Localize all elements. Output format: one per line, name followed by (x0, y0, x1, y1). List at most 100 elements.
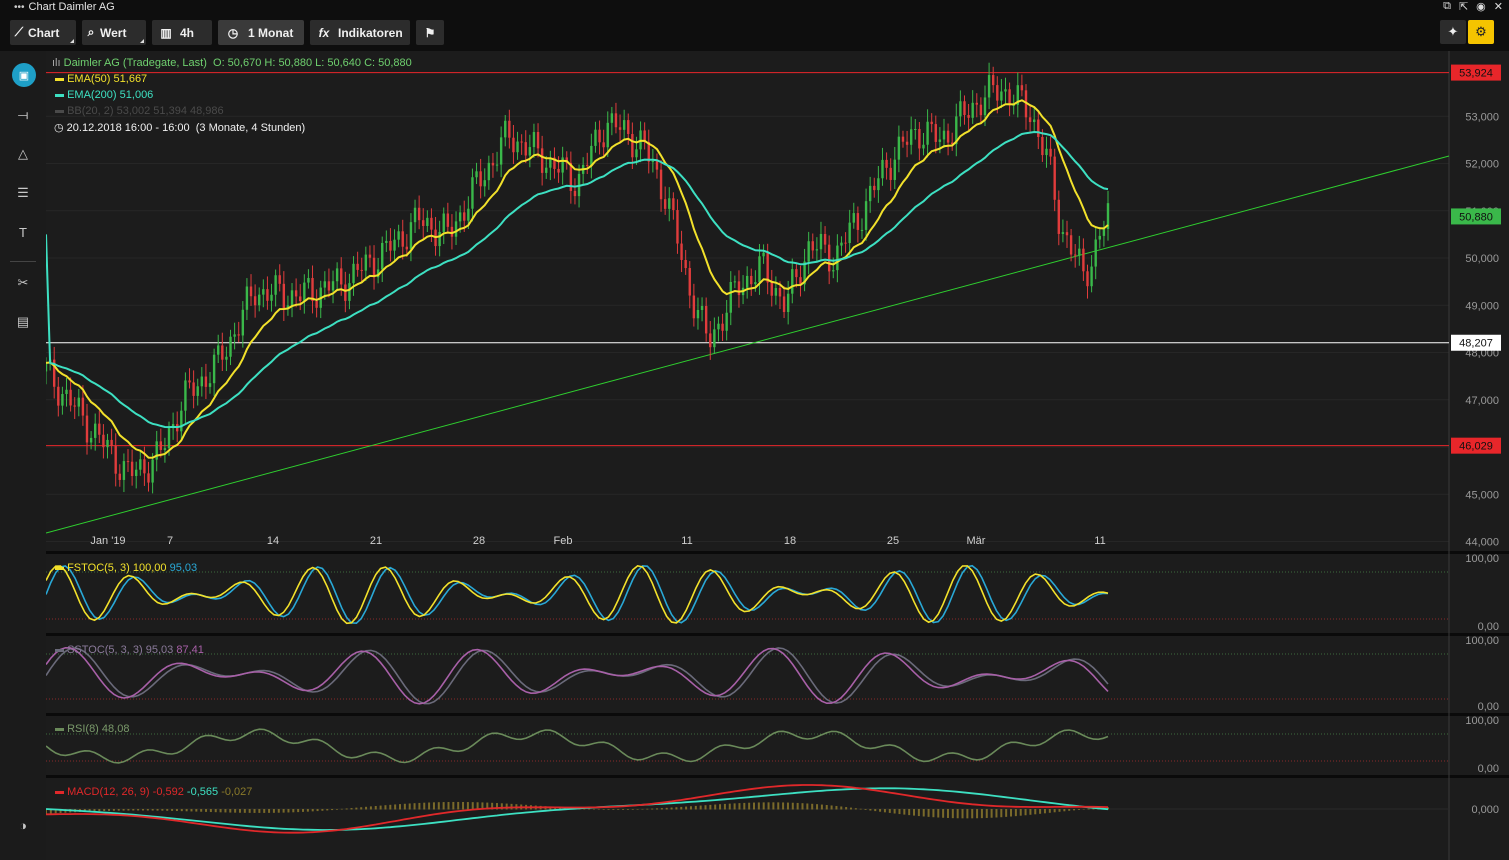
contrast-icon[interactable]: ◑ (19, 817, 27, 833)
close-icon[interactable]: ✕ (1493, 1, 1503, 13)
macd-histogram-bar (723, 803, 726, 810)
candle-body (815, 249, 819, 251)
macd-histogram-bar (675, 807, 678, 810)
macd-histogram-bar (772, 802, 775, 810)
tools-icon[interactable]: ✂ (17, 275, 29, 290)
ema200-value: 51,006 (119, 89, 154, 101)
sparkle-button[interactable]: ✦ (1440, 20, 1466, 44)
candle-body (840, 242, 843, 246)
bookmark-button[interactable]: ⚑ (416, 20, 444, 45)
fstoc-label: FSTOC(5, 3) (67, 562, 130, 574)
macd-histogram-bar (263, 809, 266, 813)
macd-value-1: -0,592 (152, 786, 184, 798)
indicators-button[interactable]: fx Indikatoren (310, 20, 410, 45)
panel-separator (46, 713, 1509, 716)
macd-line (46, 784, 1109, 834)
macd-histogram-bar (399, 804, 401, 810)
candle-body (512, 137, 515, 153)
candle-body (278, 275, 281, 284)
candles (46, 62, 1110, 494)
record-icon[interactable]: ◉ (1476, 1, 1486, 13)
candle-body (270, 294, 273, 301)
candle-body (750, 275, 753, 285)
macd-histogram-bar (743, 802, 746, 810)
candle-body (881, 159, 884, 179)
macd-histogram-bar (112, 809, 115, 811)
layers-icon[interactable]: ▤ (16, 314, 30, 329)
macd-legend: MACD(12, 26, 9) -0,592 -0,565 -0,027 (55, 786, 252, 798)
wert-button[interactable]: ⌕ Wert (82, 20, 146, 45)
macd-histogram-bar (1058, 809, 1061, 812)
macd-histogram-bar (685, 806, 688, 810)
candle-body (844, 242, 847, 244)
candle-body (180, 410, 183, 432)
candle-body (996, 85, 999, 101)
macd-histogram-bar (403, 803, 406, 810)
candle-body (102, 434, 105, 448)
camera-icon[interactable]: ▣ (12, 63, 36, 87)
macd-histogram-bar (374, 805, 377, 810)
triangle-icon[interactable]: △ (18, 146, 28, 161)
macd-histogram-bar (190, 809, 193, 812)
price-level-badge (1451, 334, 1501, 351)
candle-body (684, 259, 687, 269)
candle-body (299, 296, 302, 302)
macd-histogram-bar (1005, 809, 1008, 817)
price-tick-label: 44,000 (1465, 537, 1499, 549)
macd-histogram-bar (612, 809, 615, 810)
candle-body (700, 305, 704, 311)
candle-body (573, 190, 577, 197)
search-icon: ⌕ (87, 25, 95, 39)
macd-histogram-bar (942, 809, 945, 818)
macd-histogram-bar (1068, 809, 1071, 811)
candle-body (98, 423, 101, 435)
restore-icon[interactable]: ⧉ (1443, 0, 1451, 12)
candle-body (118, 473, 122, 480)
candle-body (413, 207, 417, 223)
clock-small-icon: ◷ (54, 122, 64, 134)
bars-icon[interactable]: ☰ (17, 185, 29, 200)
menu-dots-icon[interactable]: ••• (14, 1, 25, 13)
text-icon[interactable]: T (19, 224, 27, 240)
macd-histogram-bar (248, 809, 251, 813)
period-button[interactable]: ◷ 1 Monat (218, 20, 304, 45)
candle-body (803, 261, 806, 285)
macd-histogram-bar (985, 809, 988, 818)
settings-button[interactable]: ⚙ (1468, 20, 1494, 44)
candle-body (877, 178, 880, 191)
drawing-sidebar: ▣ ⟞ △ ☰ T ✂ ▤ ◑ (0, 51, 46, 860)
macd-histogram-bar (782, 802, 785, 810)
macd-histogram-bar (229, 809, 232, 813)
price-tick-label: 53,000 (1465, 111, 1499, 123)
chart-type-button[interactable]: ⟋ Chart (10, 20, 76, 45)
line-tool-icon[interactable]: ⟞ (17, 107, 29, 122)
macd-histogram-bar (961, 809, 964, 819)
window-title: Chart Daimler AG (28, 1, 115, 13)
macd-histogram-bar (234, 809, 237, 813)
popout-icon[interactable]: ⇱ (1458, 1, 1469, 13)
candle-body (811, 241, 814, 251)
macd-histogram-bar (418, 802, 421, 810)
macd-histogram-bar (680, 806, 683, 810)
interval-button[interactable]: ▥ 4h (152, 20, 212, 45)
macd-histogram-bar (1048, 809, 1051, 813)
candle-body (262, 289, 265, 295)
candle-body (955, 116, 958, 145)
macd-histogram-bar (995, 809, 998, 818)
chart-area[interactable]: 53,00052,00051,00050,00049,00048,00047,0… (46, 51, 1509, 860)
candle-body (651, 161, 655, 163)
macd-histogram-bar (1024, 809, 1027, 816)
macd-histogram-bar (447, 802, 450, 810)
macd-histogram-bar (297, 809, 300, 813)
macd-histogram-bar (345, 808, 348, 810)
candle-body (590, 145, 593, 166)
macd-histogram-bar (103, 809, 106, 812)
price-level-value: 46,029 (1459, 441, 1493, 453)
macd-histogram-bar (811, 803, 814, 810)
candle-body (975, 102, 978, 105)
time-range: (3 Monate, 4 Stunden) (195, 122, 306, 134)
candle-body (692, 295, 696, 319)
macd-histogram-bar (903, 809, 906, 815)
candle-body (897, 136, 901, 160)
candle-body (258, 294, 261, 306)
